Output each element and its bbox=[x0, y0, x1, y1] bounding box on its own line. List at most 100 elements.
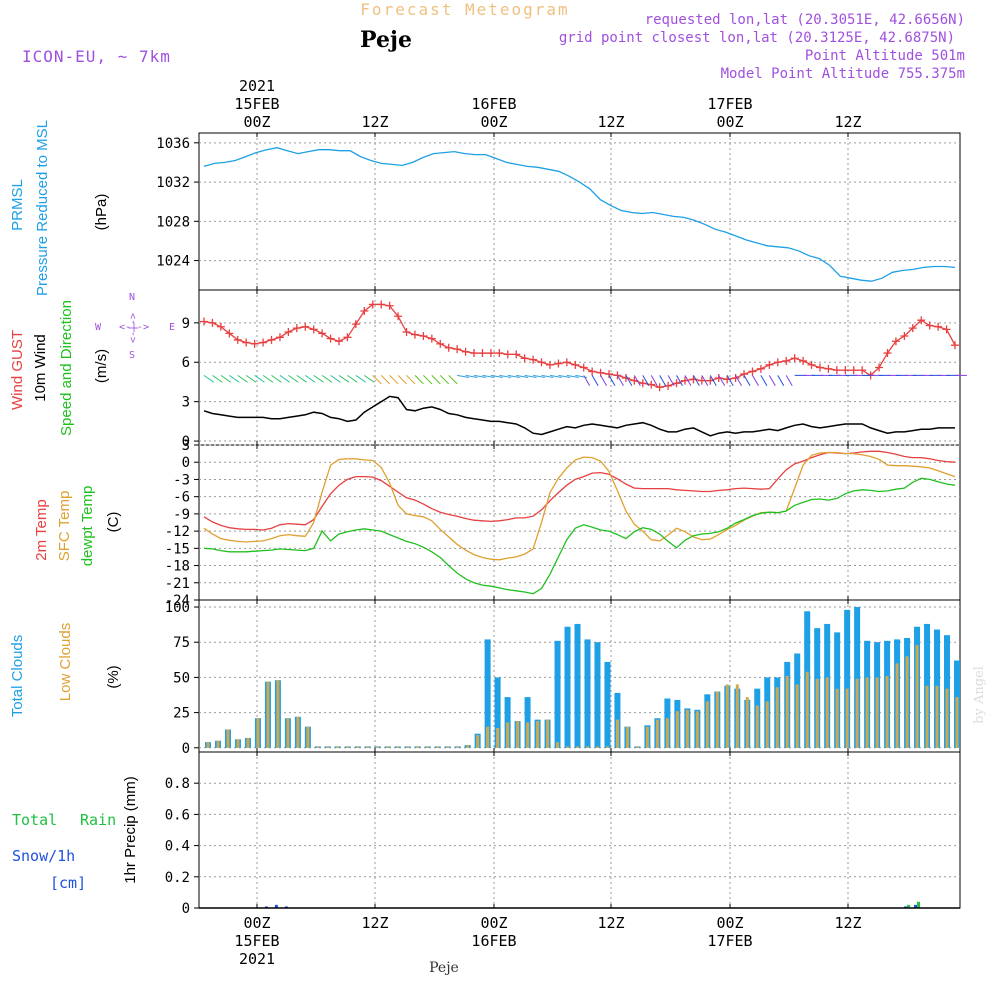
low-cloud-bar bbox=[206, 742, 210, 748]
low-cloud-bar bbox=[815, 678, 819, 748]
low-cloud-bar bbox=[386, 746, 390, 748]
gust-marker bbox=[360, 307, 369, 316]
low-cloud-bar bbox=[825, 677, 829, 748]
gust-marker bbox=[908, 324, 917, 333]
wind-direction-arrow bbox=[482, 374, 495, 378]
bottom-time-label: 00Z bbox=[716, 914, 743, 932]
gust-marker bbox=[613, 371, 622, 380]
low-cloud-bar bbox=[376, 746, 380, 748]
gust-marker bbox=[385, 301, 394, 310]
low-cloud-bar bbox=[595, 746, 599, 748]
wind-ytick-label: 9 bbox=[182, 316, 190, 332]
wind-direction-arrow bbox=[203, 374, 215, 383]
wind-ytick-label: 3 bbox=[182, 395, 190, 411]
wind-direction-arrow bbox=[718, 375, 726, 387]
wind-direction-arrow bbox=[304, 374, 316, 383]
wind-direction-arrow bbox=[254, 374, 265, 383]
gust-marker bbox=[571, 360, 580, 369]
low-clouds-label: Low Clouds bbox=[57, 623, 74, 701]
low-cloud-bar bbox=[875, 677, 879, 748]
wind-direction-arrow bbox=[212, 374, 223, 383]
rain-bar bbox=[907, 904, 911, 908]
gust-marker bbox=[427, 334, 436, 343]
gust-marker bbox=[942, 325, 951, 334]
wind-gust-label: Wind GUST bbox=[9, 330, 26, 410]
gust-marker bbox=[520, 354, 529, 363]
clouds-ytick-label: 25 bbox=[173, 706, 190, 722]
wind-direction-arrow bbox=[279, 374, 291, 383]
wind-direction-arrow bbox=[490, 374, 503, 378]
cloud-unit: (%) bbox=[105, 665, 122, 688]
low-cloud-bar bbox=[366, 746, 370, 748]
low-cloud-bar bbox=[546, 719, 550, 748]
wind-direction-arrow bbox=[684, 375, 692, 387]
pressure-frame bbox=[198, 132, 961, 291]
low-cloud-bar bbox=[556, 742, 560, 748]
precip-unit-label: 1hr Precip (mm) bbox=[122, 776, 139, 884]
wind-direction-arrow bbox=[338, 374, 350, 383]
cloud-labels: Total Clouds Low Clouds (%) bbox=[9, 623, 122, 717]
low-cloud-bar bbox=[945, 688, 949, 748]
dewpt-label: dewpt Temp bbox=[79, 486, 96, 567]
top-time-label: 12Z bbox=[361, 113, 388, 131]
low-cloud-bar bbox=[835, 688, 839, 748]
low-cloud-bar bbox=[865, 677, 869, 748]
wind-direction-arrow bbox=[642, 375, 650, 387]
low-cloud-bar bbox=[466, 744, 470, 748]
gust-marker bbox=[917, 316, 926, 325]
total-cloud-bar bbox=[554, 640, 561, 748]
gust-marker bbox=[453, 345, 462, 354]
temp-ytick-label: -21 bbox=[165, 576, 190, 592]
low-cloud-bar bbox=[805, 671, 809, 748]
temp-ytick-label: -9 bbox=[173, 507, 190, 523]
low-cloud-bar bbox=[615, 719, 619, 748]
low-cloud-bar bbox=[765, 701, 769, 748]
gust-marker bbox=[292, 324, 301, 333]
low-cloud-bar bbox=[705, 701, 709, 748]
bottom-date-label: 16FEB bbox=[471, 932, 516, 950]
gust-marker bbox=[309, 325, 318, 334]
wind-direction-arrow bbox=[617, 375, 624, 387]
low-cloud-bar bbox=[276, 680, 280, 748]
wind-direction-arrow bbox=[473, 374, 486, 378]
total-cloud-bar bbox=[584, 639, 591, 748]
low-cloud-bar bbox=[585, 746, 589, 748]
gust-marker bbox=[934, 322, 943, 331]
wind-direction-arrow bbox=[288, 374, 299, 383]
gust-marker bbox=[900, 331, 909, 340]
low-cloud-bar bbox=[566, 746, 570, 748]
pressure-label-prmsl: PRMSL bbox=[9, 179, 26, 231]
wind-ytick-label: 0 bbox=[182, 434, 190, 450]
gust-marker bbox=[233, 335, 242, 344]
low-cloud-bar bbox=[645, 726, 649, 748]
wind-direction-arrow bbox=[347, 374, 358, 383]
grid-coords: grid point closest lon,lat (20.3125E, 42… bbox=[559, 30, 955, 46]
bottom-date-label: 17FEB bbox=[707, 932, 752, 950]
gust-marker bbox=[495, 349, 504, 358]
low-cloud-bar bbox=[855, 678, 859, 748]
wind-direction-arrow bbox=[591, 375, 599, 387]
low-cloud-bar bbox=[506, 722, 510, 748]
low-cloud-bar bbox=[216, 740, 220, 748]
gust-marker bbox=[537, 358, 546, 367]
top-date-label: 15FEB bbox=[234, 95, 279, 113]
low-cloud-bar bbox=[306, 726, 310, 748]
precip-snow-label: Snow/1h bbox=[12, 847, 75, 865]
wind-direction-arrow bbox=[439, 375, 450, 385]
gust-marker bbox=[301, 322, 310, 331]
temp-ytick-label: 0 bbox=[182, 455, 190, 471]
low-cloud-bar bbox=[745, 697, 749, 748]
low-cloud-bar bbox=[605, 746, 609, 748]
low-cloud-bar bbox=[795, 684, 799, 748]
wind-direction-arrow bbox=[330, 374, 341, 383]
low-cloud-bar bbox=[695, 711, 699, 748]
gust-marker bbox=[925, 321, 934, 330]
low-cloud-bar bbox=[426, 746, 430, 748]
total-cloud-bar bbox=[494, 677, 501, 748]
low-cloud-bar bbox=[665, 718, 669, 748]
wind-direction-arrow bbox=[220, 374, 231, 383]
snow-bar bbox=[914, 904, 918, 908]
bottom-time-label: 12Z bbox=[597, 914, 624, 932]
gust-marker bbox=[807, 360, 816, 369]
precip-labels: Total Rain Snow/1h [cm] 1hr Precip (mm) bbox=[12, 776, 139, 892]
